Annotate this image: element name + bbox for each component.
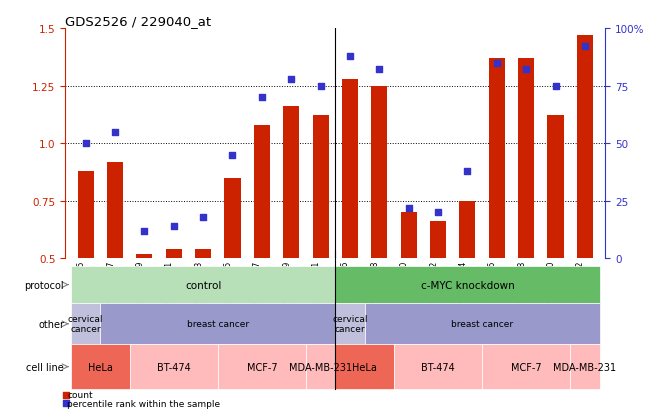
Text: MDA-MB-231: MDA-MB-231: [553, 362, 616, 372]
Bar: [570, 344, 600, 389]
Bar: [195, 249, 211, 259]
Bar: [71, 266, 335, 304]
Bar: [335, 344, 394, 389]
Point: [462, 168, 473, 175]
Point: [139, 228, 150, 235]
Point: [198, 214, 208, 221]
Bar: [335, 266, 600, 304]
Bar: [342, 79, 358, 259]
Bar: [283, 107, 299, 259]
Point: [521, 67, 531, 74]
Bar: [225, 178, 241, 259]
Text: other: other: [38, 319, 64, 329]
Text: GDS2526 / 229040_at: GDS2526 / 229040_at: [65, 15, 211, 28]
Text: count: count: [68, 390, 93, 399]
Bar: [254, 126, 270, 259]
Text: BT-474: BT-474: [157, 362, 191, 372]
Text: MCF-7: MCF-7: [247, 362, 277, 372]
Bar: [482, 344, 570, 389]
Point: [433, 209, 443, 216]
Bar: [71, 344, 130, 389]
Point: [374, 67, 385, 74]
Bar: [430, 222, 446, 259]
Text: HeLa: HeLa: [352, 362, 377, 372]
Point: [579, 44, 590, 51]
Point: [492, 60, 502, 66]
Bar: [77, 171, 94, 259]
Bar: [312, 116, 329, 259]
Bar: [306, 344, 335, 389]
Text: BT-474: BT-474: [421, 362, 455, 372]
Text: breast cancer: breast cancer: [451, 320, 513, 328]
Bar: [547, 116, 564, 259]
Text: MCF-7: MCF-7: [511, 362, 542, 372]
Text: cell line: cell line: [27, 362, 64, 372]
Bar: [489, 59, 505, 259]
Bar: [107, 162, 123, 259]
Bar: [130, 344, 218, 389]
Bar: [100, 304, 335, 344]
Text: protocol: protocol: [25, 280, 64, 290]
Bar: [400, 213, 417, 259]
Point: [550, 83, 561, 90]
Bar: [365, 304, 600, 344]
Text: cervical
cancer: cervical cancer: [332, 315, 368, 333]
Point: [169, 223, 179, 230]
Bar: [71, 304, 100, 344]
Bar: [394, 344, 482, 389]
Text: cervical
cancer: cervical cancer: [68, 315, 104, 333]
Bar: [371, 86, 387, 259]
Point: [227, 152, 238, 159]
Bar: [218, 344, 306, 389]
Point: [110, 129, 120, 135]
Point: [81, 140, 91, 147]
Bar: [518, 59, 534, 259]
Bar: [335, 304, 365, 344]
Text: breast cancer: breast cancer: [187, 320, 249, 328]
Point: [286, 76, 296, 83]
Point: [256, 95, 267, 101]
Text: HeLa: HeLa: [88, 362, 113, 372]
Text: percentile rank within the sample: percentile rank within the sample: [68, 399, 221, 408]
Point: [315, 83, 326, 90]
Point: [61, 392, 71, 398]
Bar: [136, 254, 152, 259]
Bar: [577, 36, 593, 259]
Bar: [460, 201, 475, 259]
Text: control: control: [185, 280, 221, 290]
Text: MDA-MB-231: MDA-MB-231: [289, 362, 352, 372]
Bar: [165, 249, 182, 259]
Point: [345, 53, 355, 60]
Point: [404, 205, 414, 211]
Text: c-MYC knockdown: c-MYC knockdown: [421, 280, 514, 290]
Point: [61, 400, 71, 407]
